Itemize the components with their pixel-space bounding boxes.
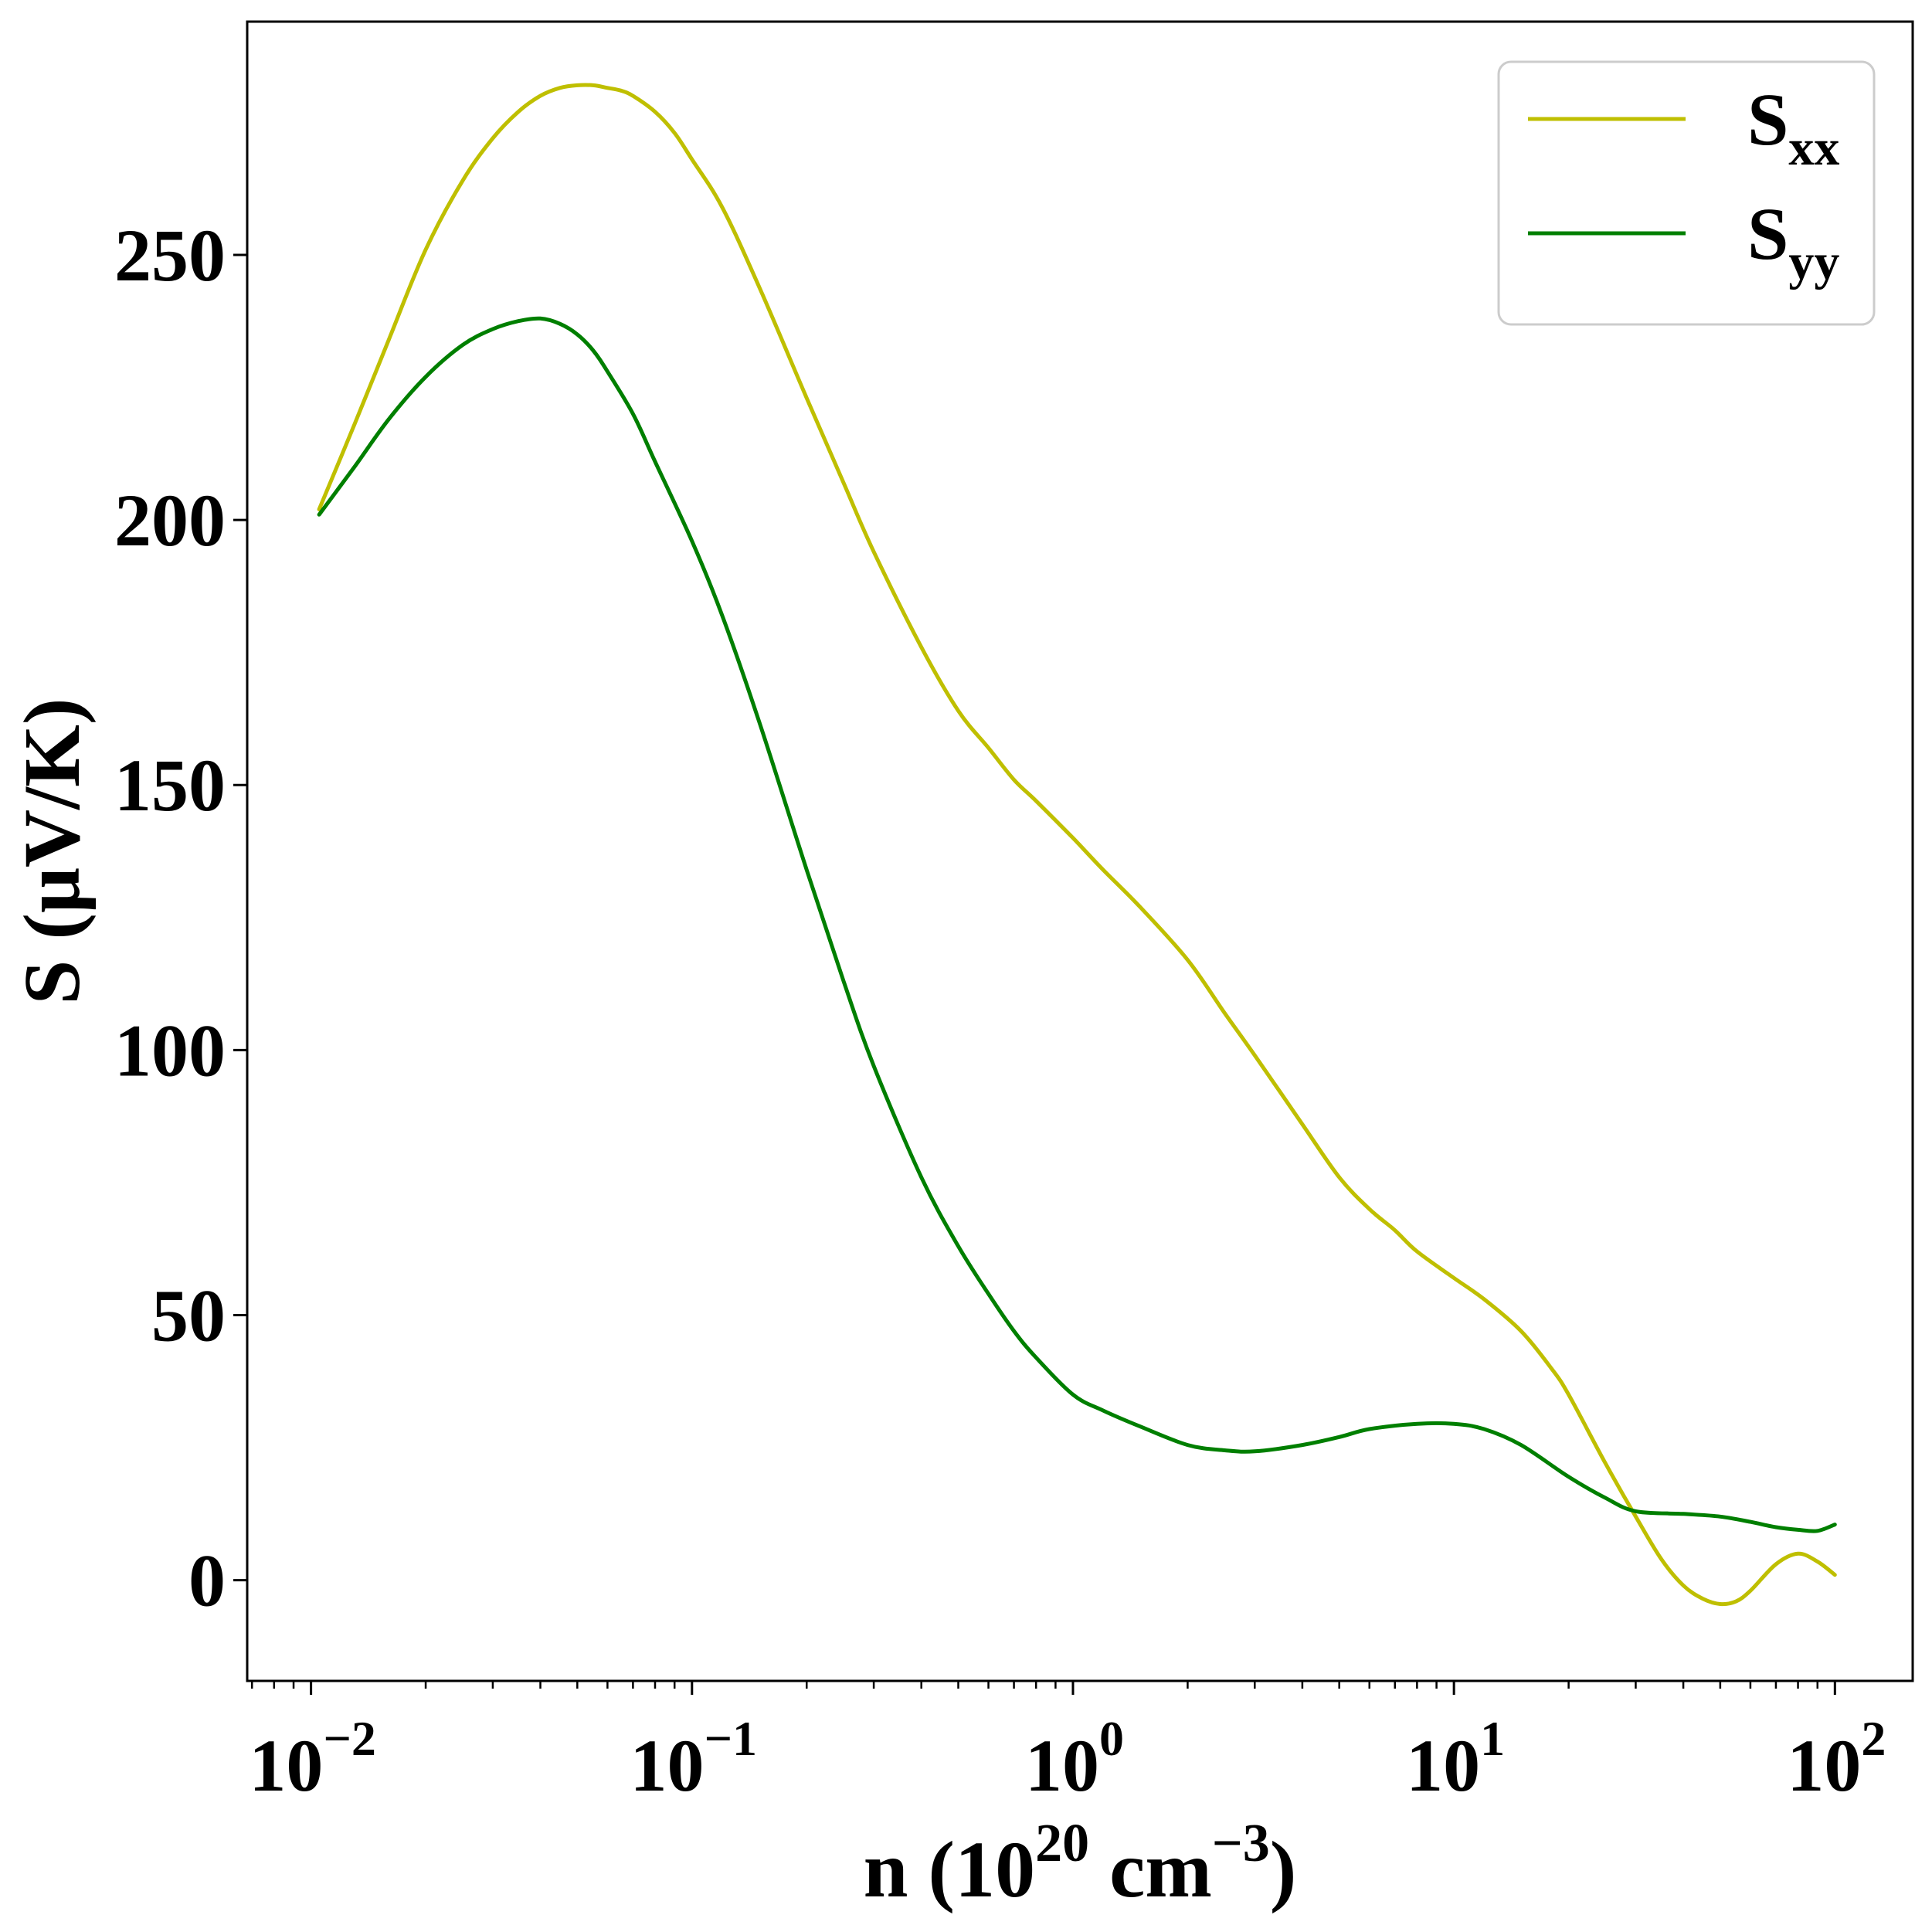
x-axis-label-unit: cm [1089, 1825, 1212, 1914]
legend-box [1497, 60, 1876, 326]
x-tick-label-exponent: −1 [705, 1711, 757, 1766]
series-layer [317, 83, 1837, 1607]
x-tick-label: 102 [1787, 1711, 1886, 1807]
legend: Sxx Syy [1497, 60, 1876, 326]
y-tick-label: 250 [114, 214, 226, 297]
y-axis-ticks: 0 50 100 150 200 250 [114, 214, 247, 1622]
legend-label-syy-main: S [1747, 192, 1788, 275]
y-tick-label: 50 [151, 1274, 226, 1356]
x-axis-label-unit-exponent: −3 [1212, 1814, 1270, 1873]
legend-label-sxx: Sxx [1747, 78, 1839, 176]
legend-label-syy: Syy [1747, 192, 1839, 290]
x-tick-label-exponent: 1 [1480, 1711, 1505, 1766]
y-tick-label: 150 [114, 744, 226, 827]
plot-frame [246, 20, 1914, 1682]
y-tick-label: 100 [114, 1009, 226, 1092]
x-tick-label-exponent: −2 [323, 1711, 375, 1766]
x-axis-label: n (1020 cm−3) [864, 1814, 1297, 1914]
x-tick-label-base: 10 [249, 1724, 323, 1807]
x-tick-label: 101 [1406, 1711, 1505, 1807]
y-tick-label: 0 [188, 1540, 226, 1622]
x-tick-label-base: 10 [1406, 1724, 1480, 1807]
x-axis-label-exponent: 20 [1035, 1814, 1089, 1873]
legend-label-syy-sub: yy [1788, 234, 1839, 290]
series-line-syy [317, 316, 1837, 1533]
x-axis-label-suffix: ) [1270, 1825, 1297, 1914]
x-tick-label-base: 10 [1025, 1724, 1099, 1807]
x-tick-label-exponent: 2 [1861, 1711, 1886, 1766]
x-tick-label: 100 [1025, 1711, 1124, 1807]
series-line-sxx [317, 83, 1837, 1607]
x-axis-label-prefix: n (10 [864, 1825, 1035, 1914]
x-tick-label: 10−2 [249, 1711, 375, 1807]
x-tick-label: 10−1 [630, 1711, 757, 1807]
x-tick-label-base: 10 [1787, 1724, 1861, 1807]
y-tick-label: 200 [114, 479, 226, 562]
x-tick-label-exponent: 0 [1099, 1711, 1124, 1766]
legend-label-sxx-main: S [1747, 78, 1788, 161]
x-tick-label-base: 10 [630, 1724, 705, 1807]
legend-label-sxx-sub: xx [1788, 120, 1839, 176]
y-axis-label: S (μV/K) [8, 698, 97, 1005]
x-axis-ticks: 10−2 10−1 100 101 102 [249, 1681, 1886, 1807]
